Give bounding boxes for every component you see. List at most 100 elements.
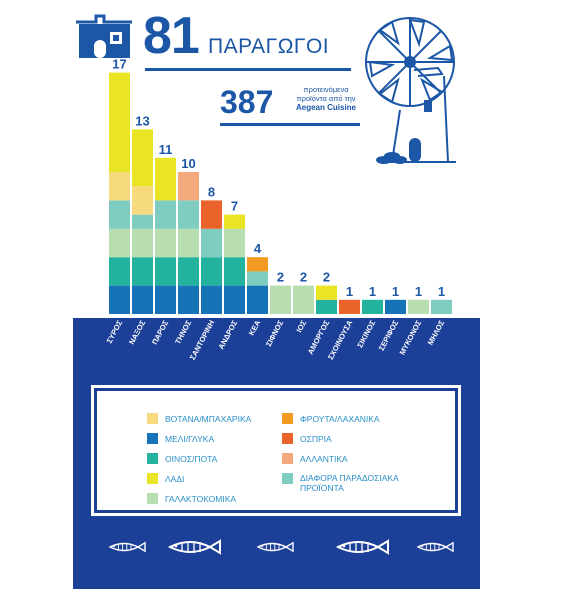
legend-swatch <box>147 433 158 444</box>
bar-total-label: 1 <box>438 284 445 299</box>
bar-total-label: 2 <box>277 270 284 285</box>
category-label: ΜΗΛΟΣ <box>426 318 447 346</box>
bar-segment-honey <box>178 285 199 314</box>
bar-segment-dairy <box>408 299 429 314</box>
category-label: ΣΑΝΤΟΡΙΝΗ <box>188 319 216 362</box>
header-rule-top <box>145 68 351 71</box>
legend-label: ΦΡΟΥΤΑ/ΛΑΧΑΝΙΚΑ <box>300 413 380 424</box>
bar-segment-legumes <box>201 200 222 229</box>
legend-item-sausages: ΑΛΛΑΝΤΙΚΑ <box>282 453 348 464</box>
products-subtitle: προτεινόμενα προϊόντα από την Aegean Cui… <box>291 85 361 112</box>
products-line-3-text: Aegean Cuisine <box>295 103 356 112</box>
bar-segment-herbs <box>109 172 130 201</box>
bar-total-label: 10 <box>181 156 195 171</box>
bar-total-label: 1 <box>392 284 399 299</box>
category-label: ΑΝΔΡΟΣ <box>217 318 240 351</box>
producers-count: 81 <box>143 7 200 65</box>
bar-segment-wine <box>224 257 245 286</box>
bar-segment-dairy <box>155 228 176 258</box>
bar-segment-honey <box>201 285 222 314</box>
bar-segment-oil <box>109 72 130 172</box>
bar-segment-oil <box>224 214 245 229</box>
bar-segment-dairy <box>224 228 245 258</box>
bar-total-label: 8 <box>208 184 215 199</box>
bar-segment-wine <box>178 257 199 286</box>
bar-total-label: 1 <box>415 284 422 299</box>
bar-total-label: 2 <box>300 270 307 285</box>
bar-segment-wine <box>109 257 130 286</box>
legend-item-oil: ΛΑΔΙ <box>147 473 184 484</box>
bar-segment-traditional <box>155 200 176 229</box>
bar-total-label: 1 <box>369 284 376 299</box>
bar-segment-wine <box>201 257 222 286</box>
bar-segment-traditional <box>247 271 268 286</box>
products-line-2: προϊόντα από την <box>296 94 356 103</box>
legend-item-wine: ΟΙΝΟΣ/ΠΟΤΑ <box>147 453 217 464</box>
legend-label: ΓΑΛΑΚΤΟΚΟΜΙΚΑ <box>165 493 237 504</box>
bar-segment-dairy <box>270 285 291 314</box>
legend-item-herbs: ΒΟΤΑΝΑ/ΜΠΑΧΑΡΙΚΑ <box>147 413 251 424</box>
category-label: ΤΗΝΟΣ <box>173 318 193 345</box>
bar-total-label: 11 <box>159 142 173 157</box>
products-line-1: προτεινόμενα <box>303 85 349 94</box>
bar-segment-oil <box>155 157 176 201</box>
bar-segment-honey <box>385 299 406 314</box>
bar-total-label: 17 <box>112 57 126 72</box>
fish-icon <box>335 539 389 555</box>
bar-segment-wine <box>316 299 337 314</box>
category-label: ΣΕΡΙΦΟΣ <box>377 318 401 352</box>
legend-label: ΔΙΑΦΟΡΑ ΠΑΡΑΔΟΣΙΑΚΑ ΠΡΟΪΟΝΤΑ <box>300 473 399 493</box>
bar-segment-traditional <box>109 200 130 229</box>
legend-item-honey: ΜΕΛΙ/ΓΛΥΚΑ <box>147 433 214 444</box>
legend-swatch <box>282 433 293 444</box>
category-label: ΜΥΚΟΝΟΣ <box>398 318 424 356</box>
bar-segment-honey <box>247 285 268 314</box>
fish-icon <box>256 541 294 553</box>
legend-label: ΒΟΤΑΝΑ/ΜΠΑΧΑΡΙΚΑ <box>165 413 252 424</box>
fish-icon <box>416 541 454 553</box>
bar-segment-dairy <box>178 228 199 258</box>
bar-segment-fruits <box>247 257 268 272</box>
bar-total-label: 2 <box>323 270 330 285</box>
bar-segment-wine <box>155 257 176 286</box>
legend-swatch <box>147 413 158 424</box>
house-icon <box>76 14 132 58</box>
bar-total-label: 1 <box>346 284 353 299</box>
category-label: ΣΙΦΝΟΣ <box>264 318 286 348</box>
bar-segment-traditional <box>132 214 153 229</box>
producers-label: ΠΑΡΑΓΩΓΟΙ <box>208 35 330 58</box>
category-label: ΙΟΣ <box>294 318 308 334</box>
bar-segment-wine <box>132 257 153 286</box>
legend-label: ΟΣΠΡΙΑ <box>300 433 332 444</box>
bar-segment-dairy <box>293 285 314 314</box>
fish-icon <box>108 541 146 553</box>
category-label: ΑΜΟΡΓΟΣ <box>306 318 332 356</box>
legend-swatch <box>282 473 293 484</box>
fish-decoration <box>108 539 454 555</box>
legend-swatch <box>282 413 293 424</box>
products-count: 387 <box>220 84 274 120</box>
legend-label: ΛΑΔΙ <box>165 473 185 484</box>
windmill-icon <box>365 17 456 164</box>
bar-segment-dairy <box>109 228 130 258</box>
legend-item-fruits: ΦΡΟΥΤΑ/ΛΑΧΑΝΙΚΑ <box>282 413 380 424</box>
bar-segment-sausages <box>178 172 199 201</box>
category-label: ΣΙΚΙΝΟΣ <box>355 318 377 349</box>
bar-segment-legumes <box>339 299 360 314</box>
bar-total-label: 7 <box>231 199 238 214</box>
fish-icon <box>167 539 221 555</box>
category-label: ΝΑΞΟΣ <box>127 318 147 346</box>
bar-segment-honey <box>132 285 153 314</box>
header-rule-bottom <box>220 123 360 126</box>
bar-total-label: 4 <box>254 241 262 256</box>
legend-swatch <box>147 493 158 504</box>
category-label: ΚΕΑ <box>247 318 263 337</box>
legend: ΒΟΤΑΝΑ/ΜΠΑΧΑΡΙΚΑ ΜΕΛΙ/ΓΛΥΚΑ ΟΙΝΟΣ/ΠΟΤΑ ΛΑΔΙ… <box>91 385 461 516</box>
bar-segment-wine <box>362 299 383 314</box>
bar-segment-oil <box>132 129 153 187</box>
legend-item-legumes: ΟΣΠΡΙΑ <box>282 433 332 444</box>
legend-swatch <box>282 453 293 464</box>
bar-segment-oil <box>316 285 337 300</box>
